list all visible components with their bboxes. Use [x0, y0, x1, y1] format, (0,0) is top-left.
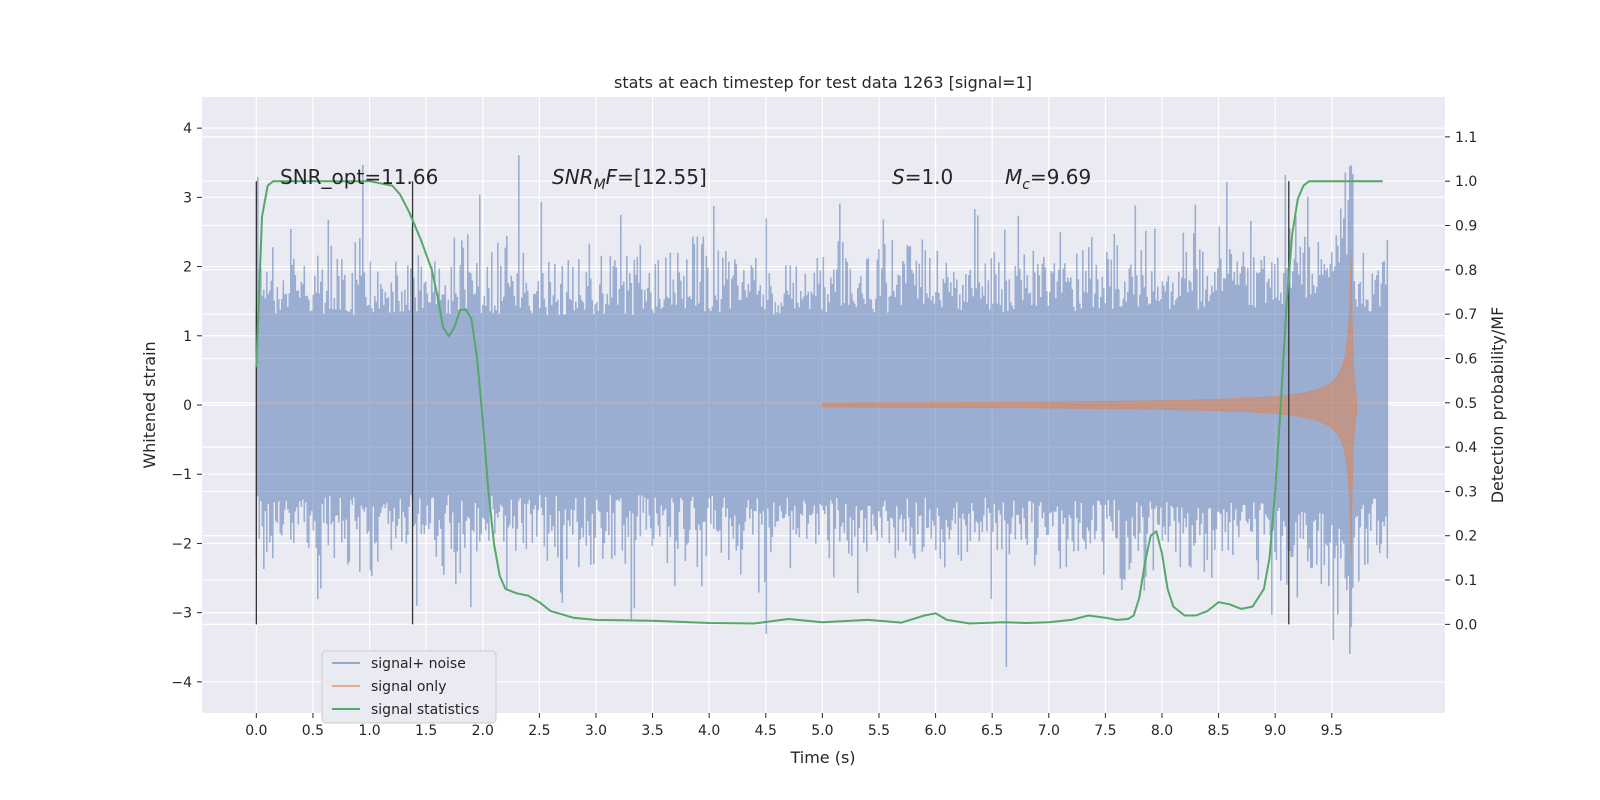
y-left-tick-label: 4 — [183, 121, 192, 137]
y-right-tick-label: 0.5 — [1455, 396, 1477, 412]
signal-statistics-line — [255, 180, 1383, 625]
y-right-tick-label: 0.8 — [1455, 263, 1477, 279]
legend-label-signal: signal only — [371, 679, 446, 695]
annotations: SNR_opt=11.66 SNRMF=[12.55] S=1.0 Mc=9.6… — [280, 165, 1091, 193]
x-tick-label: 0.0 — [245, 723, 267, 739]
x-tick-label: 7.5 — [1094, 723, 1116, 739]
y-axis-right-label: Detection probability/MF — [1488, 307, 1507, 504]
legend-label-noise: signal+ noise — [371, 656, 466, 672]
x-tick-label: 3.5 — [641, 723, 663, 739]
y-left-tick-label: 0 — [183, 398, 192, 414]
y-right-tick-label: 0.1 — [1455, 573, 1477, 589]
x-tick-label: 8.0 — [1151, 723, 1173, 739]
y-right-ticks: 1.1 1.0 0.9 0.8 0.7 0.6 0.5 0.4 0.3 0.2 0.1 0.0 — [1445, 130, 1477, 633]
y-left-ticks: 4 3 2 1 0 −1 −2 −3 −4 — [171, 121, 202, 691]
x-tick-label: 6.5 — [981, 723, 1003, 739]
y-right-tick-label: 0.4 — [1455, 440, 1477, 456]
legend-label-statistics: signal statistics — [371, 702, 479, 718]
y-right-tick-label: 0.6 — [1455, 351, 1477, 367]
annotation-snr-mf: SNRMF=[12.55] — [552, 165, 707, 193]
x-tick-label: 2.5 — [528, 723, 550, 739]
annotation-snr-opt: SNR_opt=11.66 — [280, 165, 438, 189]
y-left-tick-label: −2 — [171, 536, 192, 552]
x-tick-label: 3.0 — [585, 723, 607, 739]
signal-statistics-series — [255, 180, 1383, 625]
annotation-s-value: S=1.0 — [892, 165, 953, 189]
y-right-tick-label: 0.9 — [1455, 219, 1477, 235]
y-right-tick-label: 1.1 — [1455, 130, 1477, 146]
x-tick-label: 7.0 — [1038, 723, 1060, 739]
x-tick-label: 2.0 — [472, 723, 494, 739]
y-left-tick-label: −1 — [171, 467, 192, 483]
x-tick-label: 5.0 — [811, 723, 833, 739]
y-right-tick-label: 1.0 — [1455, 174, 1477, 190]
x-tick-label: 9.5 — [1321, 723, 1343, 739]
y-right-tick-label: 0.2 — [1455, 529, 1477, 545]
legend-box — [321, 650, 497, 724]
x-ticks: 0.0 0.5 1.0 1.5 2.0 2.5 3.0 3.5 4.0 4.5 5.0 5.5 6.0 6… — [245, 713, 1343, 739]
x-tick-label: 0.5 — [302, 723, 324, 739]
x-tick-label: 4.0 — [698, 723, 720, 739]
signal-only-series — [256, 252, 1389, 558]
x-tick-label: 4.5 — [755, 723, 777, 739]
y-right-tick-label: 0.3 — [1455, 484, 1477, 500]
x-tick-label: 1.0 — [358, 723, 380, 739]
y-axis-left-label: Whitened strain — [140, 341, 159, 468]
vertical-markers — [255, 181, 1290, 625]
y-left-tick-label: −4 — [171, 675, 192, 691]
x-tick-label: 9.0 — [1264, 723, 1286, 739]
x-tick-label: 6.0 — [924, 723, 946, 739]
annotation-chirp-mass: Mc=9.69 — [1005, 165, 1091, 193]
y-right-tick-label: 0.7 — [1455, 307, 1477, 323]
legend: signal+ noise signal only signal statist… — [321, 650, 497, 724]
y-left-tick-label: 3 — [183, 190, 192, 206]
x-tick-label: 1.5 — [415, 723, 437, 739]
y-left-tick-label: 2 — [183, 260, 192, 276]
x-tick-label: 8.5 — [1207, 723, 1229, 739]
y-right-tick-label: 0.0 — [1455, 617, 1477, 633]
x-tick-label: 5.5 — [868, 723, 890, 739]
chart-title: stats at each timestep for test data 126… — [614, 73, 1032, 92]
y-left-tick-label: −3 — [171, 606, 192, 622]
x-axis-label: Time (s) — [789, 748, 855, 767]
y-left-tick-label: 1 — [183, 329, 192, 345]
